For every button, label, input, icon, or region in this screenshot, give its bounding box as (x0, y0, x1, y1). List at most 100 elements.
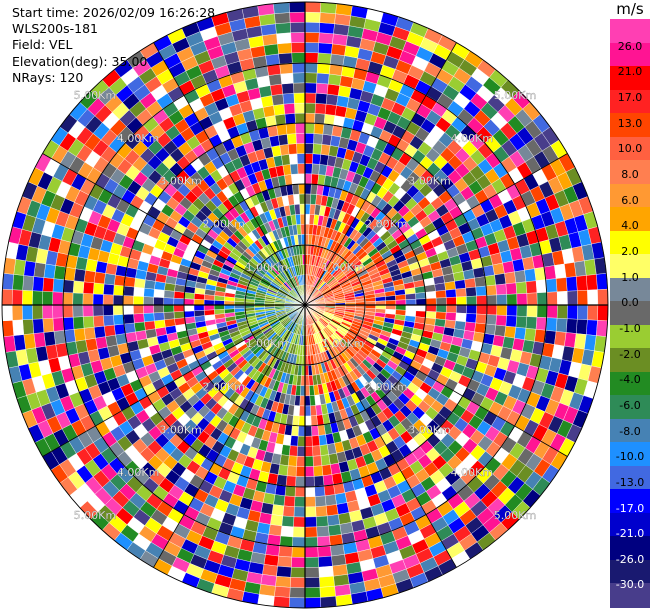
range-ring-label: 5.00Km (494, 89, 536, 102)
ppi-cell (22, 275, 34, 291)
ppi-cell (32, 290, 43, 306)
ppi-cell (153, 296, 164, 306)
range-ring-label: 1.00Km (322, 261, 364, 274)
ppi-cell (464, 277, 476, 289)
ppi-cell (282, 164, 292, 176)
ppi-cell (12, 319, 24, 336)
ppi-cell (135, 330, 148, 341)
ppi-cell (317, 424, 326, 436)
ppi-cell (103, 273, 116, 286)
ppi-cell (280, 72, 294, 85)
ppi-cell (292, 72, 306, 84)
ppi-cell (576, 319, 588, 335)
ppi-cell (123, 276, 136, 288)
ppi-cell (286, 133, 297, 145)
ppi-cell (154, 319, 166, 329)
ppi-cell (554, 263, 567, 279)
ppi-cell (183, 298, 195, 306)
ppi-cell (425, 297, 437, 306)
ppi-cell (577, 304, 588, 320)
ppi-cell (11, 304, 23, 321)
ppi-cell (300, 224, 306, 235)
ppi-cell (224, 304, 235, 310)
ppi-cell (304, 536, 318, 548)
ppi-cell (112, 294, 124, 306)
ppi-cell (12, 274, 24, 291)
range-ring-label: 4.00Km (117, 132, 159, 145)
ppi-cell (213, 300, 225, 306)
ppi-cell (313, 123, 325, 135)
ppi-cell (304, 224, 310, 235)
ppi-cell (22, 304, 33, 320)
ppi-cell (405, 299, 417, 306)
ppi-cell (304, 133, 315, 144)
range-ring-label: 1.00Km (246, 261, 288, 274)
ppi-cell (273, 103, 286, 116)
ppi-cell (112, 304, 124, 316)
ppi-cell (304, 1, 322, 13)
ppi-cell (53, 265, 66, 280)
range-ring-label: 1.00Km (322, 337, 364, 350)
ppi-cell (123, 313, 135, 325)
ppi-cell (385, 304, 397, 310)
ppi-cell (304, 62, 318, 74)
ppi-cell (304, 173, 313, 185)
ppi-cell (304, 446, 314, 457)
ppi-cell (555, 318, 568, 333)
ppi-cell (312, 445, 322, 457)
ppi-cell (331, 472, 344, 485)
ppi-cell (311, 435, 320, 447)
ppi-cell (300, 213, 306, 225)
colorbar-tick-label: -10.0 (615, 450, 645, 464)
ppi-cell (304, 92, 317, 104)
ppi-cell (42, 291, 54, 306)
ppi-cell (546, 304, 558, 319)
ppi-cell (291, 556, 306, 568)
colorbar-segment (610, 559, 650, 585)
ppi-cell (304, 102, 316, 114)
ppi-cell (311, 163, 320, 175)
ppi-cell (415, 304, 427, 312)
ppi-cell (113, 314, 125, 326)
info-panel: Start time: 2026/02/09 16:26:28 WLS200s-… (12, 5, 215, 86)
ppi-cell (22, 290, 33, 306)
ppi-cell (322, 474, 334, 487)
ppi-cell (556, 304, 568, 319)
ppi-cell (288, 597, 306, 609)
ppi-cell (318, 32, 334, 45)
ppi-cell (299, 193, 306, 205)
colorbar-segment (610, 371, 650, 396)
ppi-cell (113, 284, 125, 296)
colorbar-tick-label: 13.0 (617, 116, 643, 130)
ppi-cell (173, 297, 185, 306)
ppi-cell (273, 494, 286, 507)
ppi-cell (174, 317, 186, 326)
ppi-cell (82, 315, 95, 329)
ppi-cell (102, 294, 114, 306)
ppi-cell (163, 290, 175, 299)
ppi-cell (52, 317, 65, 332)
ppi-cell (289, 11, 306, 23)
ppi-cell (446, 296, 457, 306)
colorbar-tick-label: 4.0 (621, 219, 639, 233)
ppi-cell (316, 535, 331, 548)
ppi-cell (283, 495, 296, 507)
ppi-cell (290, 435, 299, 447)
ppi-cell (486, 304, 498, 316)
ppi-cell (586, 319, 598, 336)
ppi-cell (525, 280, 538, 294)
ppi-cell (293, 193, 300, 205)
ppi-cell (325, 504, 339, 517)
ppi-cell (214, 309, 225, 315)
range-ring-label: 3.00Km (408, 175, 450, 188)
ppi-cell (103, 314, 115, 327)
ppi-cell (276, 123, 288, 136)
range-ring-label: 2.00Km (202, 218, 244, 231)
range-ring-label: 2.00Km (365, 218, 407, 231)
ppi-cell (310, 405, 317, 417)
ppi-cell (514, 270, 527, 284)
ppi-cell (454, 279, 466, 290)
ppi-cell (330, 544, 345, 557)
ppi-cell (435, 304, 447, 313)
ppi-cell (153, 304, 164, 314)
